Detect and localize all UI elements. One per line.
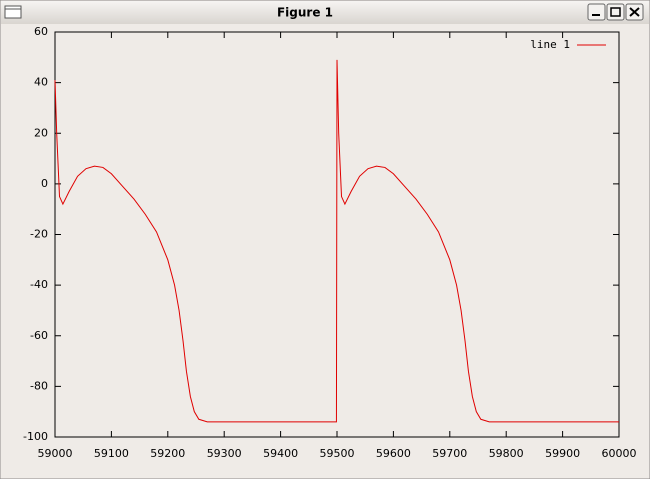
y-tick-label: -40 — [30, 278, 48, 291]
window-title: Figure 1 — [277, 6, 333, 20]
x-tick-label: 59400 — [263, 447, 298, 460]
y-tick-label: 40 — [34, 76, 48, 89]
window-buttons[interactable] — [587, 3, 644, 21]
y-tick-label: -60 — [30, 329, 48, 342]
line-series — [54, 59, 619, 423]
title-bar — [1, 1, 649, 24]
x-tick-label: 59600 — [376, 447, 411, 460]
x-tick-label: 59500 — [320, 447, 355, 460]
y-tick-label: 0 — [41, 177, 48, 190]
window-icon — [4, 5, 22, 19]
maximize-icon — [610, 7, 621, 17]
x-tick-label: 59800 — [489, 447, 524, 460]
x-tick-label: 59000 — [38, 447, 73, 460]
x-tick-label: 60000 — [602, 447, 637, 460]
y-tick-label: -80 — [30, 379, 48, 392]
x-tick-label: 59200 — [150, 447, 185, 460]
maximize-button[interactable] — [606, 3, 625, 21]
x-tick-label: 59700 — [432, 447, 467, 460]
y-tick-label: -100 — [23, 430, 48, 443]
x-tick-label: 59900 — [545, 447, 580, 460]
legend-label: line 1 — [530, 38, 570, 51]
close-icon — [629, 7, 640, 17]
minimize-button[interactable] — [587, 3, 606, 21]
x-tick-label: 59100 — [94, 447, 129, 460]
y-tick-label: 20 — [34, 126, 48, 139]
y-tick-label: 60 — [34, 25, 48, 38]
y-tick-label: -20 — [30, 228, 48, 241]
x-tick-label: 59300 — [207, 447, 242, 460]
